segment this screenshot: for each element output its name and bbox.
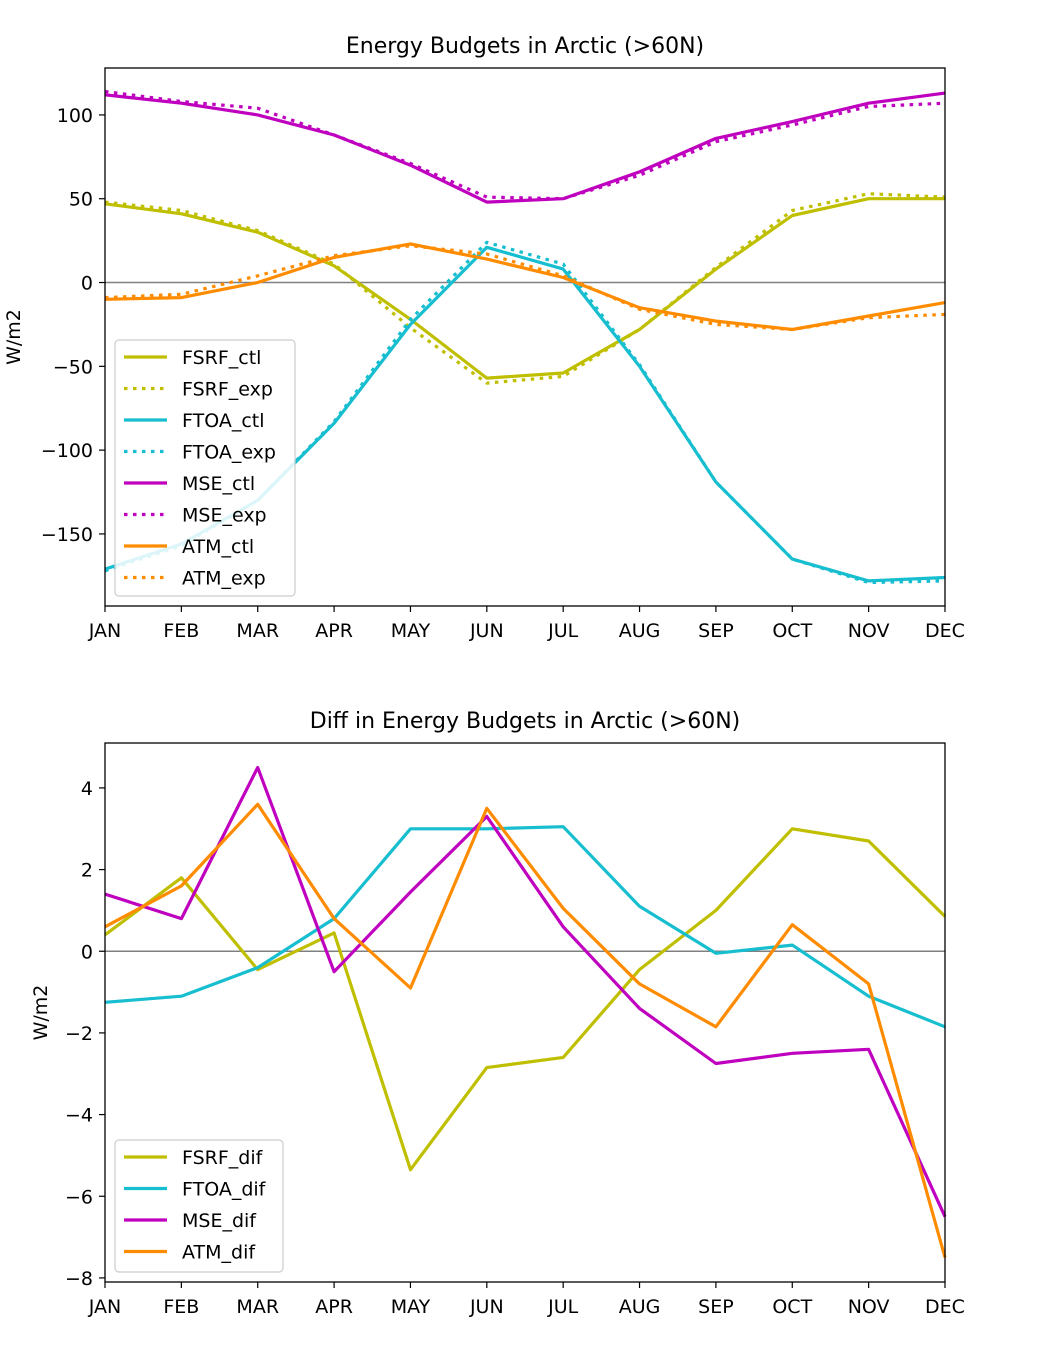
- chart-energy-budgets: Energy Budgets in Arctic (>60N) W/m2 JAN FE…: [3, 34, 965, 642]
- y-tick-label: 0: [81, 941, 93, 963]
- x-tick-label: FEB: [163, 1296, 199, 1318]
- legend-label-ftoa-ctl: FTOA_ctl: [182, 410, 265, 432]
- y-tick-label: −6: [65, 1186, 93, 1208]
- series-line-mse-ctl: [104, 91, 946, 204]
- y-tick-label: 100: [57, 105, 93, 127]
- plot-frame: [104, 67, 946, 607]
- x-tick-label: OCT: [772, 620, 812, 642]
- series-line-mse-dif: [104, 765, 947, 1218]
- y-axis-label: W/m2: [30, 985, 52, 1041]
- series-line-atm-ctl: [104, 242, 946, 332]
- legend-label-ftoa-exp: FTOA_exp: [182, 442, 276, 464]
- y-tick-label: −4: [65, 1105, 93, 1127]
- y-tick-label: 2: [81, 860, 93, 882]
- series-line-fsrf-exp: [104, 192, 946, 385]
- legend-label-fsrf-ctl: FSRF_ctl: [182, 347, 261, 369]
- legend-label-fsrf-dif: FSRF_dif: [182, 1147, 264, 1169]
- legend-box: [114, 339, 296, 597]
- legend-label-mse-exp: MSE_exp: [182, 505, 267, 527]
- x-tick-label: NOV: [848, 620, 890, 642]
- x-tick-label: JAN: [88, 1296, 121, 1318]
- y-tick-label: 4: [81, 778, 93, 800]
- x-tick-label: AUG: [619, 620, 661, 642]
- x-tick-label: FEB: [163, 620, 199, 642]
- y-axis-label: W/m2: [3, 309, 25, 365]
- legend: FSRF_dif FTOA_dif MSE_dif ATM_dif: [114, 1139, 284, 1273]
- legend-label-atm-dif: ATM_dif: [182, 1242, 256, 1264]
- series-line-atm-dif: [104, 802, 947, 1258]
- legend-box: [114, 1139, 284, 1273]
- series-line-fsrf-ctl: [104, 197, 945, 380]
- x-tick-label: MAY: [391, 620, 431, 642]
- x-tick-label: AUG: [619, 1296, 661, 1318]
- x-tick-label: OCT: [772, 1296, 812, 1318]
- x-tick-label: SEP: [698, 620, 734, 642]
- x-tick-label: JAN: [88, 620, 121, 642]
- legend-label-ftoa-dif: FTOA_dif: [182, 1179, 267, 1201]
- legend: FSRF_ctl FSRF_exp FTOA_ctl FTOA_exp MSE_ctl M…: [114, 339, 296, 597]
- legend-label-fsrf-exp: FSRF_exp: [182, 379, 273, 401]
- y-tick-label: 0: [81, 273, 93, 295]
- plot-frame: [104, 742, 946, 1283]
- chart-title: Energy Budgets in Arctic (>60N): [346, 34, 704, 59]
- y-tick-label: −50: [53, 356, 93, 378]
- x-tick-label: APR: [315, 1296, 353, 1318]
- legend-label-atm-ctl: ATM_ctl: [182, 536, 254, 558]
- series-line-mse-exp: [104, 89, 946, 201]
- series-line-ftoa-dif: [104, 825, 946, 1029]
- series-line-fsrf-dif: [104, 827, 947, 1172]
- x-tick-label: JUN: [469, 1296, 504, 1318]
- chart-title: Diff in Energy Budgets in Arctic (>60N): [310, 709, 740, 734]
- x-tick-label: SEP: [698, 1296, 734, 1318]
- x-tick-label: JUL: [547, 620, 579, 642]
- x-tick-label: DEC: [925, 620, 965, 642]
- x-tick-label: APR: [315, 620, 353, 642]
- legend-label-mse-dif: MSE_dif: [182, 1210, 257, 1232]
- x-tick-label: MAR: [236, 620, 279, 642]
- y-tick-label: −2: [65, 1023, 93, 1045]
- y-tick-label: −100: [41, 440, 93, 462]
- x-tick-label: DEC: [925, 1296, 965, 1318]
- x-tick-label: JUL: [547, 1296, 579, 1318]
- x-tick-label: NOV: [848, 1296, 890, 1318]
- y-tick-label: 50: [69, 189, 93, 211]
- y-tick-label: −8: [65, 1268, 93, 1290]
- y-tick-label: −150: [41, 524, 93, 546]
- legend-label-mse-ctl: MSE_ctl: [182, 473, 255, 495]
- chart-diff-energy-budgets: Diff in Energy Budgets in Arctic (>60N) W…: [30, 709, 965, 1318]
- legend-label-atm-exp: ATM_exp: [182, 568, 266, 590]
- x-tick-label: MAR: [236, 1296, 279, 1318]
- x-tick-label: JUN: [469, 620, 504, 642]
- x-tick-label: MAY: [391, 1296, 431, 1318]
